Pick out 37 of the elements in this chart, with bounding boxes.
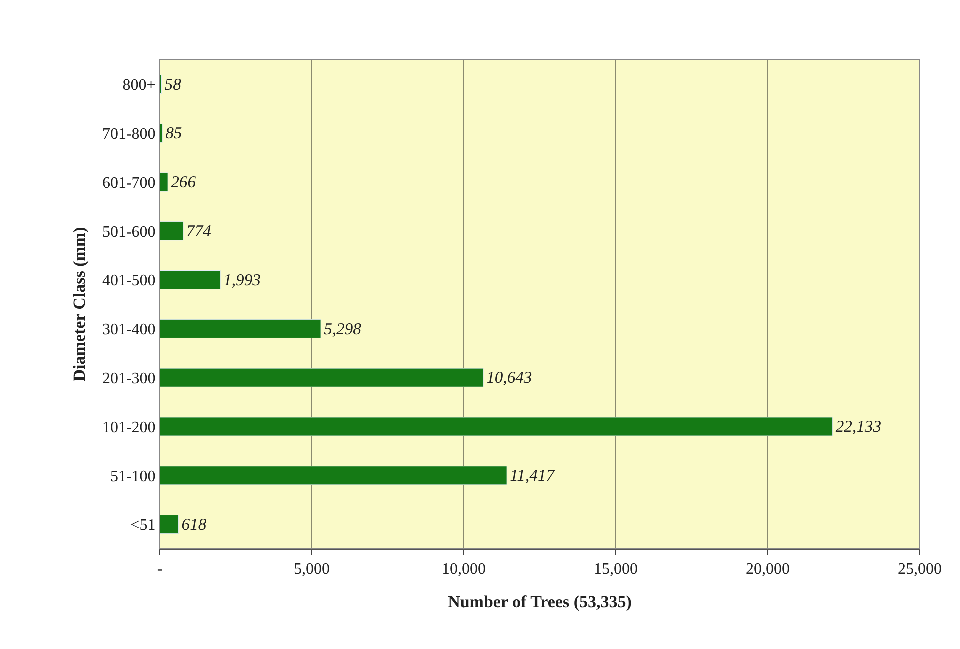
bar [160,172,168,192]
y-tick-label: 301-400 [102,322,156,339]
y-tick-label: 701-800 [102,126,156,143]
x-tick-label: 15,000 [594,561,638,578]
bar [160,368,484,388]
y-axis-title: Diameter Class (mm) [70,227,90,382]
data-label: 10,643 [486,368,532,388]
y-tick-label: 101-200 [102,419,156,436]
y-tick-label: 601-700 [102,174,156,192]
bar [160,515,180,534]
bar [160,124,163,143]
y-tick-label: 51-100 [110,468,156,486]
y-tick-label: 800+ [122,77,156,94]
bar [160,417,834,436]
data-label: 58 [164,74,182,94]
data-label: 5,298 [324,319,362,338]
data-label: 266 [171,172,197,192]
y-tick-label: <51 [130,517,156,534]
x-tick-label: 20,000 [746,561,790,578]
bar [160,466,508,486]
x-axis-title: Number of Trees (53,335) [448,592,632,612]
y-tick-label: 201-300 [102,370,156,388]
y-tick-label: 501-600 [102,224,156,241]
data-label: 1,993 [224,270,261,290]
x-tick-label: - [157,561,163,578]
x-tick-label: 25,000 [898,561,942,578]
bar [160,319,322,338]
x-tick-label: 10,000 [442,561,486,578]
y-tick-label: 401-500 [102,272,156,290]
data-label: 774 [186,222,212,241]
data-label: 85 [166,124,182,143]
data-label: 22,133 [836,417,882,436]
x-tick-label: 5,000 [294,561,330,578]
bar [160,222,184,241]
data-label: 618 [182,514,208,534]
data-label: 11,417 [510,466,556,486]
bar [160,270,221,290]
